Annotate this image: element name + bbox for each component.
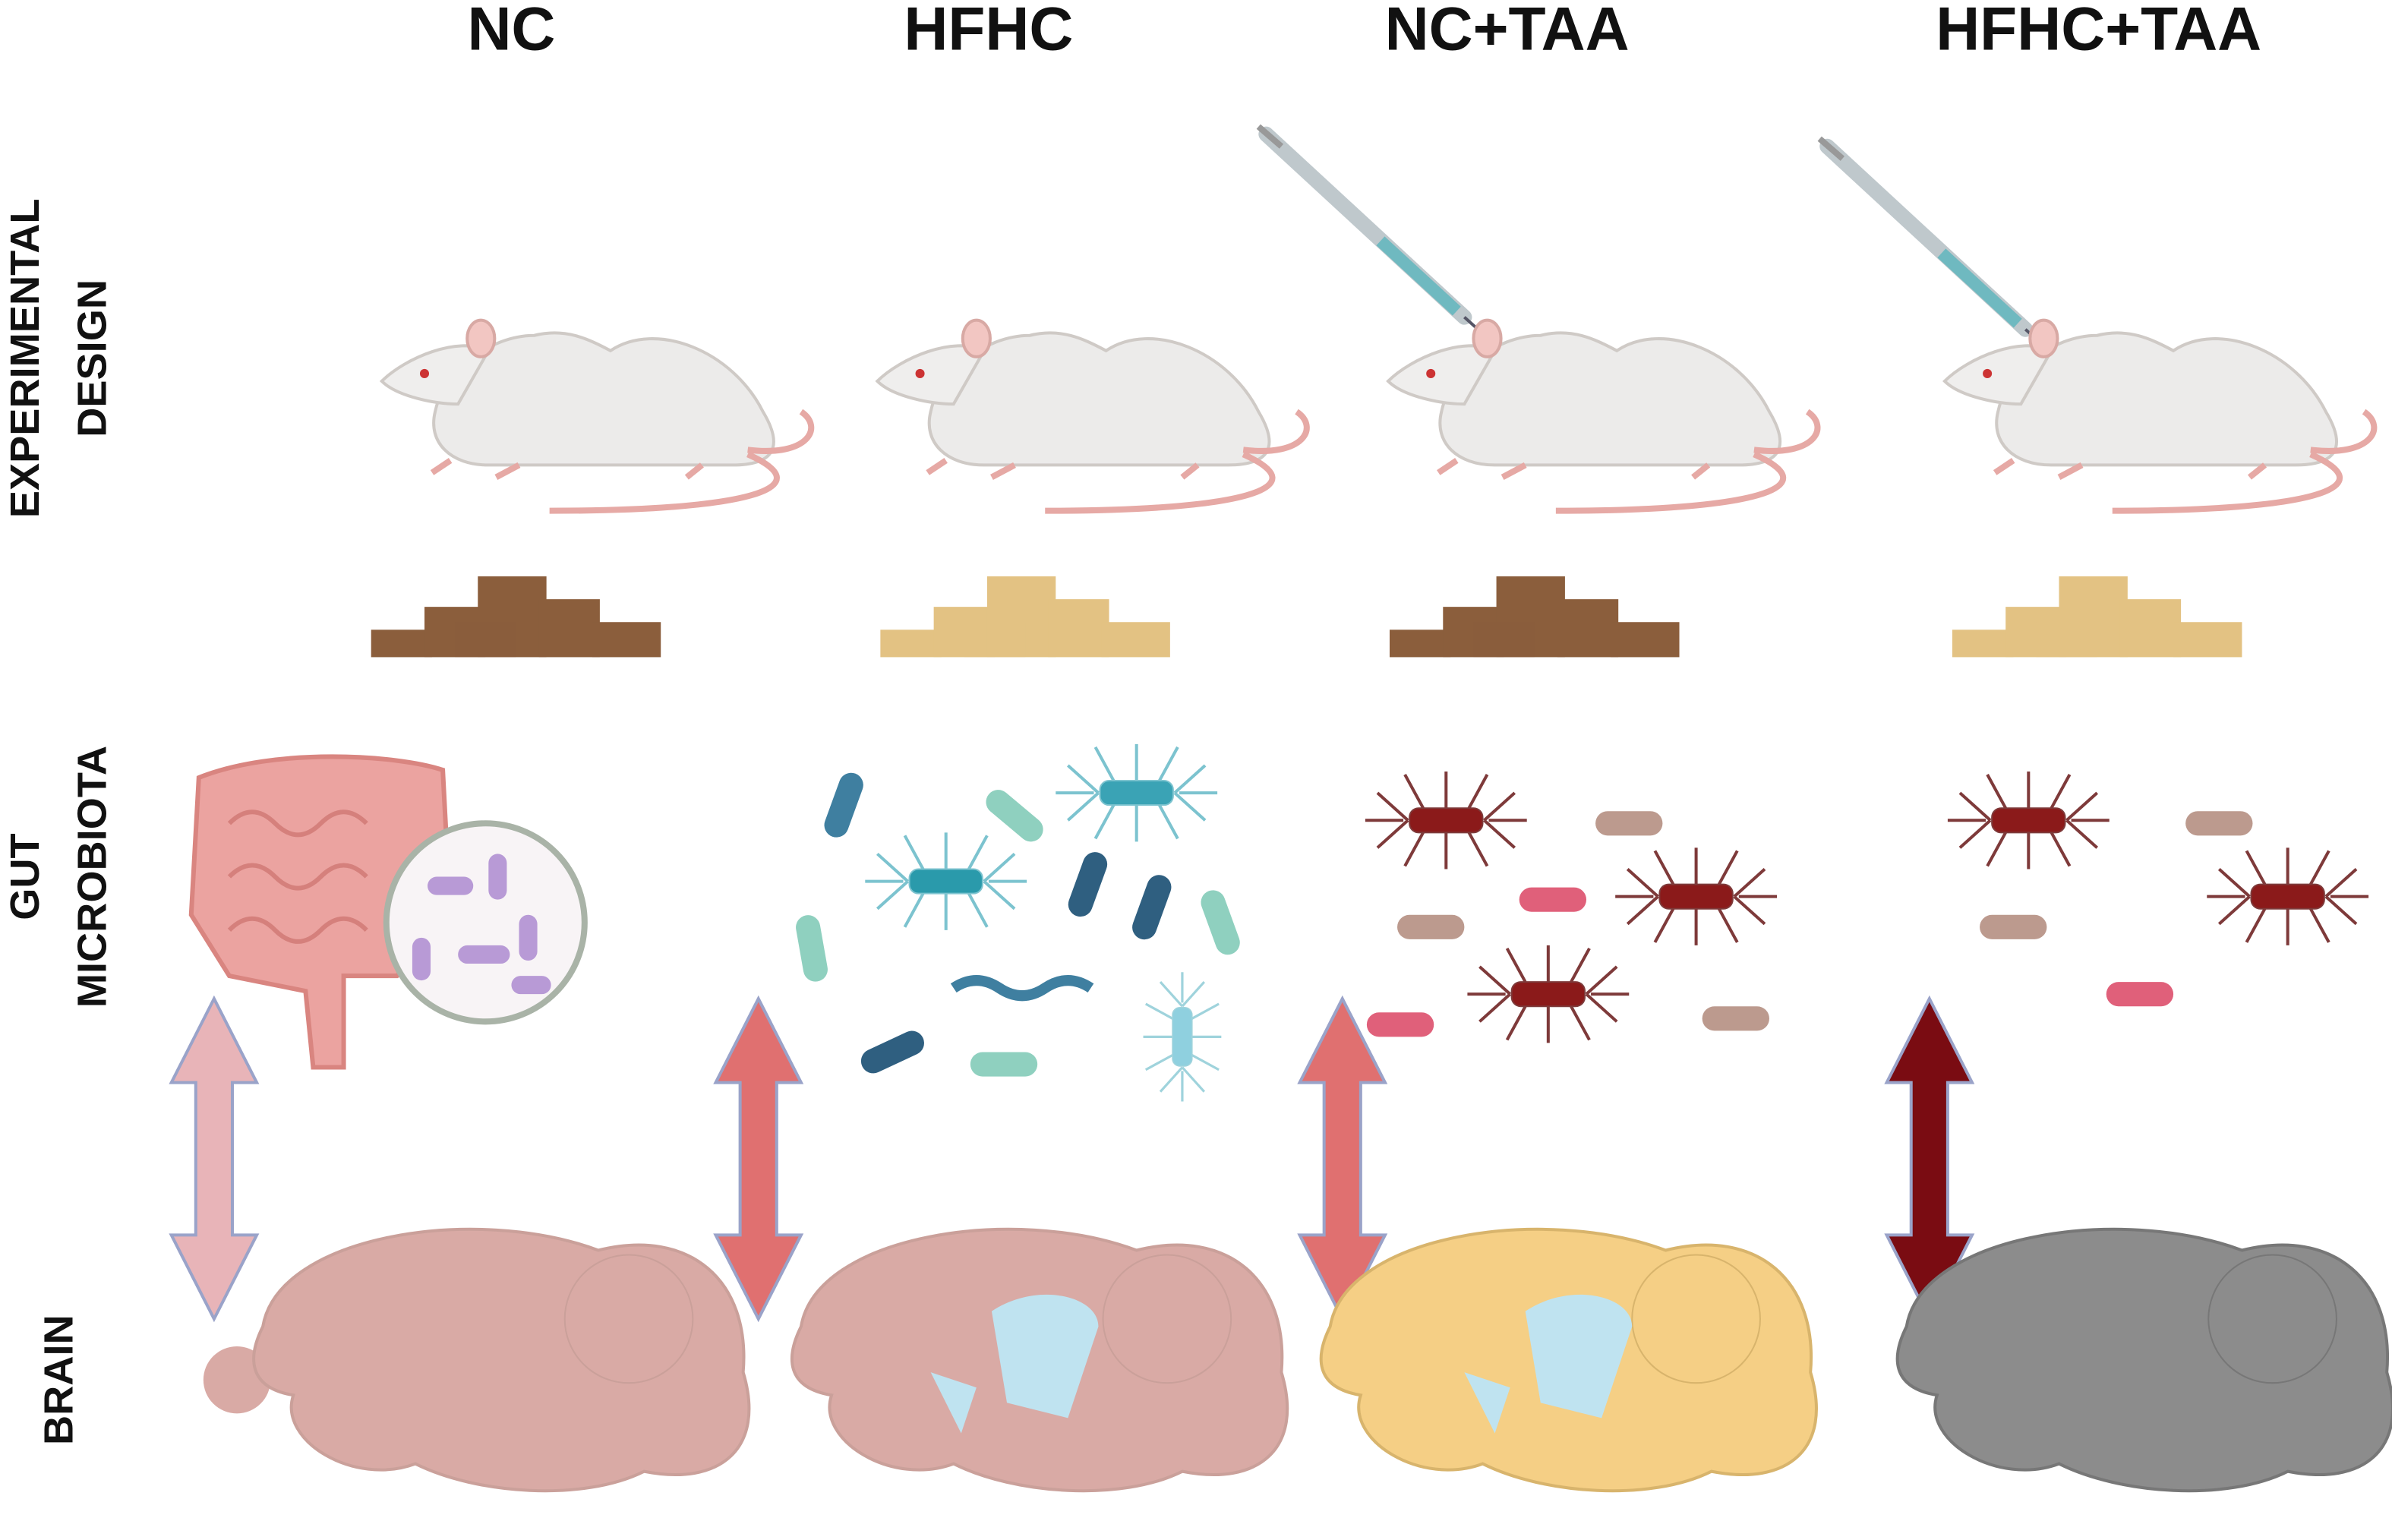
bacteria-part bbox=[2207, 847, 2368, 945]
intestine-part bbox=[412, 854, 551, 995]
bacteria-part bbox=[857, 1027, 929, 1078]
intestine bbox=[188, 754, 588, 1070]
bacteria-part bbox=[1595, 811, 1663, 836]
intestine-part bbox=[188, 754, 453, 1070]
ventricle bbox=[930, 1294, 1099, 1434]
column-header: HFHC+TAA bbox=[1936, 0, 2261, 63]
column-header: NC+TAA bbox=[1385, 0, 1630, 63]
syringe bbox=[1819, 139, 2056, 357]
bacteria-part bbox=[1365, 772, 1527, 869]
bacteria-part bbox=[1948, 772, 2110, 869]
intestine-part-part bbox=[458, 945, 510, 964]
bacteria-part bbox=[1128, 871, 1175, 943]
bacteria-part bbox=[1397, 914, 1465, 939]
bacteria-part bbox=[820, 769, 867, 841]
brain bbox=[254, 1229, 749, 1491]
intestine-part-part bbox=[412, 937, 431, 981]
bacteria-part bbox=[2106, 982, 2174, 1007]
column-header: HFHC bbox=[904, 0, 1073, 63]
bacteria-part bbox=[794, 913, 830, 984]
bacteria-part bbox=[1056, 744, 1217, 842]
rat bbox=[1388, 320, 1817, 511]
row-label: MICROBIOTA bbox=[70, 746, 115, 1008]
row-label: BRAIN bbox=[36, 1314, 81, 1445]
rat bbox=[1945, 320, 2374, 511]
bacteria-part bbox=[1197, 886, 1244, 958]
intestine-part-part bbox=[428, 876, 474, 895]
ventricle bbox=[1464, 1294, 1633, 1434]
bacteria bbox=[1365, 772, 1777, 1043]
bacteria-part bbox=[2185, 811, 2253, 836]
intestine-part-part bbox=[519, 914, 538, 961]
bacteria-part bbox=[1615, 847, 1777, 945]
bacteria-part bbox=[980, 784, 1049, 847]
bacteria-part bbox=[865, 832, 1027, 930]
bacteria-part bbox=[1980, 914, 2047, 939]
row-label: GUT bbox=[2, 833, 48, 920]
intestine-part bbox=[383, 820, 588, 1025]
bacteria-part bbox=[1065, 848, 1111, 920]
bacteria-part bbox=[1702, 1006, 1769, 1031]
brain bbox=[1898, 1229, 2392, 1491]
rat bbox=[877, 320, 1306, 511]
double-arrow bbox=[172, 999, 257, 1319]
bacteria-part bbox=[970, 1052, 1038, 1077]
column-header: NC bbox=[467, 0, 555, 63]
bacteria-part bbox=[1366, 1012, 1434, 1037]
row-label: EXPERIMENTAL bbox=[2, 199, 48, 519]
chow bbox=[1390, 576, 1680, 658]
rat bbox=[382, 320, 811, 511]
syringe bbox=[1258, 127, 1494, 345]
intestine-part bbox=[227, 809, 368, 944]
double-arrow bbox=[716, 999, 801, 1319]
intestine-part-part bbox=[511, 976, 551, 995]
bacteria-part bbox=[950, 975, 1094, 1002]
row-label: DESIGN bbox=[70, 279, 115, 437]
bacteria-part bbox=[1141, 970, 1223, 1103]
bacteria-part bbox=[1467, 945, 1629, 1043]
bacteria bbox=[794, 744, 1244, 1103]
chow bbox=[880, 576, 1170, 658]
intestine-part-part bbox=[488, 854, 507, 900]
bacteria-part bbox=[1519, 887, 1587, 912]
chow bbox=[371, 576, 661, 658]
chow bbox=[1952, 576, 2242, 658]
bacteria bbox=[1948, 772, 2368, 1007]
